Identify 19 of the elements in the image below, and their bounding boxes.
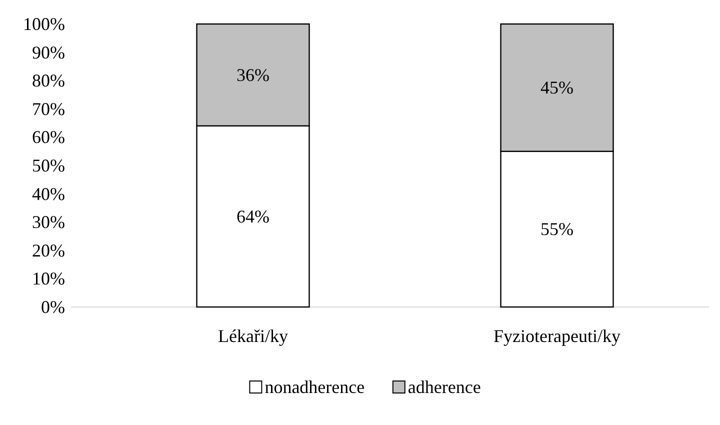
y-tick-label: 70% bbox=[32, 98, 65, 119]
y-tick-label: 100% bbox=[23, 14, 65, 34]
legend-label: adherence bbox=[408, 377, 481, 397]
y-tick-label: 0% bbox=[41, 297, 65, 317]
x-tick-label: Lékaři/ky bbox=[218, 326, 288, 346]
data-label: 45% bbox=[540, 78, 574, 98]
data-label: 36% bbox=[236, 64, 270, 85]
y-tick-label: 20% bbox=[32, 240, 65, 260]
y-tick-label: 10% bbox=[32, 268, 65, 289]
y-tick-label: 90% bbox=[32, 42, 65, 62]
data-label: 64% bbox=[236, 206, 270, 226]
y-tick-label: 40% bbox=[32, 184, 65, 204]
y-tick-label: 60% bbox=[32, 127, 65, 148]
y-tick-label: 30% bbox=[32, 212, 65, 232]
data-label: 55% bbox=[540, 219, 574, 240]
y-tick-label: 50% bbox=[32, 156, 65, 176]
x-tick-label: Fyzioterapeuti/ky bbox=[494, 326, 620, 346]
y-tick-label: 80% bbox=[32, 70, 65, 91]
legend-label: nonadherence bbox=[264, 377, 365, 397]
